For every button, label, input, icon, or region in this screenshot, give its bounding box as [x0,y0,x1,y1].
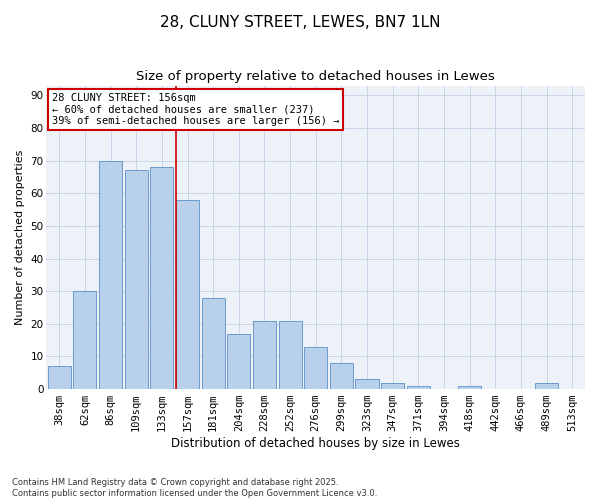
Text: 28, CLUNY STREET, LEWES, BN7 1LN: 28, CLUNY STREET, LEWES, BN7 1LN [160,15,440,30]
Bar [202,298,224,389]
Text: 28 CLUNY STREET: 156sqm
← 60% of detached houses are smaller (237)
39% of semi-d: 28 CLUNY STREET: 156sqm ← 60% of detache… [52,93,340,126]
Bar [458,386,481,389]
Bar [73,291,97,389]
Bar [355,380,379,389]
Bar [330,363,353,389]
Y-axis label: Number of detached properties: Number of detached properties [15,150,25,325]
Title: Size of property relative to detached houses in Lewes: Size of property relative to detached ho… [136,70,495,83]
Bar [227,334,250,389]
Bar [99,160,122,389]
Bar [253,320,276,389]
Bar [535,382,558,389]
Bar [278,320,302,389]
Bar [151,167,173,389]
Bar [176,200,199,389]
Bar [304,346,327,389]
Bar [48,366,71,389]
Bar [125,170,148,389]
Text: Contains HM Land Registry data © Crown copyright and database right 2025.
Contai: Contains HM Land Registry data © Crown c… [12,478,377,498]
Bar [381,382,404,389]
X-axis label: Distribution of detached houses by size in Lewes: Distribution of detached houses by size … [171,437,460,450]
Bar [407,386,430,389]
